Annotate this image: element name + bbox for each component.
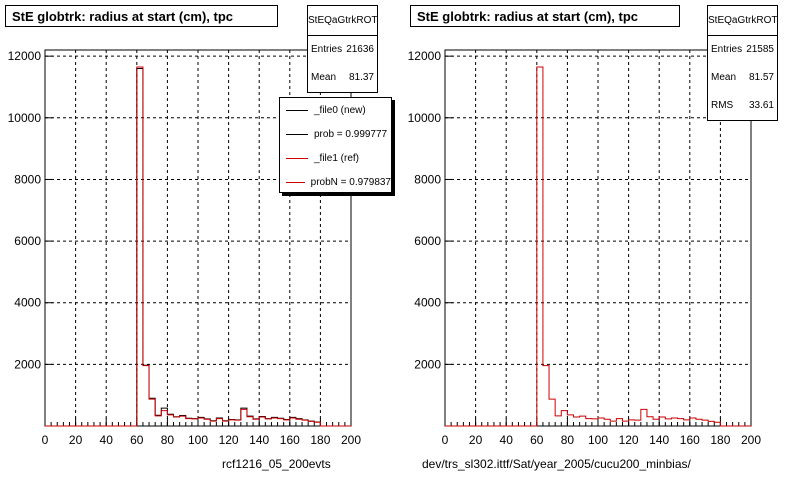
left-mean-value: 81.37 xyxy=(348,72,374,83)
right-x-tick-label: 120 xyxy=(619,433,639,447)
legend-line-icon xyxy=(286,109,308,111)
left-entries-value: 21636 xyxy=(346,44,374,55)
right-y-tick-label: 4000 xyxy=(414,296,441,310)
legend-label: _file0 (new) xyxy=(314,104,366,116)
right-entries-label: Entries xyxy=(711,44,743,55)
right-stats-box: StEQaGtrkROT Entries 21585 Mean 81.57 RM… xyxy=(707,5,778,121)
legend-line-icon xyxy=(286,181,305,183)
right-mean-value: 81.57 xyxy=(748,72,774,83)
right-chart-title: StE globtrk: radius at start (cm), tpc xyxy=(410,5,680,27)
right-x-tick-label: 80 xyxy=(561,433,575,447)
left-chart-title: StE globtrk: radius at start (cm), tpc xyxy=(5,5,278,27)
left-y-tick-label: 4000 xyxy=(14,296,41,310)
left-y-tick-label: 10000 xyxy=(8,111,42,125)
legend-line-icon xyxy=(286,157,308,159)
right-y-tick-label: 12000 xyxy=(408,49,442,63)
left-stats-entries: Entries 21636 xyxy=(308,36,377,64)
right-y-tick-label: 8000 xyxy=(414,172,441,186)
left-x-tick-label: 180 xyxy=(310,433,330,447)
left-stats-mean: Mean 81.37 xyxy=(308,64,377,92)
right-x-tick-label: 60 xyxy=(530,433,544,447)
left-x-tick-label: 100 xyxy=(188,433,208,447)
legend-entry: _file1 (ref) xyxy=(280,146,391,170)
left-stats-name: StEQaGtrkROT xyxy=(308,6,377,36)
right-x-tick-label: 20 xyxy=(469,433,483,447)
left-x-tick-label: 20 xyxy=(69,433,83,447)
left-x-tick-label: 200 xyxy=(341,433,361,447)
right-rms-label: RMS xyxy=(711,100,734,111)
left-y-tick-label: 8000 xyxy=(14,172,41,186)
left-mean-label: Mean xyxy=(311,72,337,83)
right-rms-value: 33.61 xyxy=(748,100,774,111)
legend-entry: _file0 (new) xyxy=(280,98,391,122)
left-x-tick-label: 80 xyxy=(161,433,175,447)
right-x-tick-label: 180 xyxy=(710,433,730,447)
right-stats-mean: Mean 81.57 xyxy=(708,64,777,92)
right-x-tick-label: 40 xyxy=(500,433,514,447)
legend-label: _file1 (ref) xyxy=(314,152,360,164)
right-y-tick-label: 10000 xyxy=(408,111,442,125)
legend-entry: probN = 0.979837 xyxy=(280,170,391,192)
legend-line-icon xyxy=(286,133,308,135)
left-stats-box: StEQaGtrkROT Entries 21636 Mean 81.37 xyxy=(307,5,378,93)
left-x-tick-label: 40 xyxy=(100,433,114,447)
right-x-tick-label: 200 xyxy=(741,433,761,447)
right-entries-value: 21585 xyxy=(746,44,774,55)
left-x-tick-label: 60 xyxy=(130,433,144,447)
right-x-caption: dev/trs_sl302.ittf/Sat/year_2005/cucu200… xyxy=(422,457,691,471)
left-series--file1-ref- xyxy=(45,66,351,427)
right-x-tick-label: 140 xyxy=(649,433,669,447)
right-stats-entries: Entries 21585 xyxy=(708,36,777,64)
left-y-tick-label: 12000 xyxy=(8,49,42,63)
left-y-tick-label: 2000 xyxy=(14,357,41,371)
left-legend: _file0 (new) prob = 0.999777 _file1 (ref… xyxy=(279,97,392,193)
left-x-tick-label: 120 xyxy=(219,433,239,447)
legend-label: probN = 0.979837 xyxy=(310,176,391,188)
left-x-tick-label: 140 xyxy=(249,433,269,447)
right-x-tick-label: 100 xyxy=(588,433,608,447)
right-y-tick-label: 2000 xyxy=(414,357,441,371)
right-mean-label: Mean xyxy=(711,72,737,83)
right-series--file1-ref- xyxy=(445,66,751,427)
right-y-tick-label: 6000 xyxy=(414,234,441,248)
left-x-tick-label: 0 xyxy=(42,433,49,447)
left-x-tick-label: 160 xyxy=(280,433,300,447)
left-entries-label: Entries xyxy=(311,44,343,55)
left-x-caption: rcf1216_05_200evts xyxy=(222,457,331,471)
legend-entry: prob = 0.999777 xyxy=(280,122,391,146)
left-y-tick-label: 6000 xyxy=(14,234,41,248)
right-stats-name: StEQaGtrkROT xyxy=(708,6,777,36)
right-x-tick-label: 160 xyxy=(680,433,700,447)
right-x-tick-label: 0 xyxy=(442,433,449,447)
legend-label: prob = 0.999777 xyxy=(314,128,388,140)
right-stats-rms: RMS 33.61 xyxy=(708,92,777,120)
